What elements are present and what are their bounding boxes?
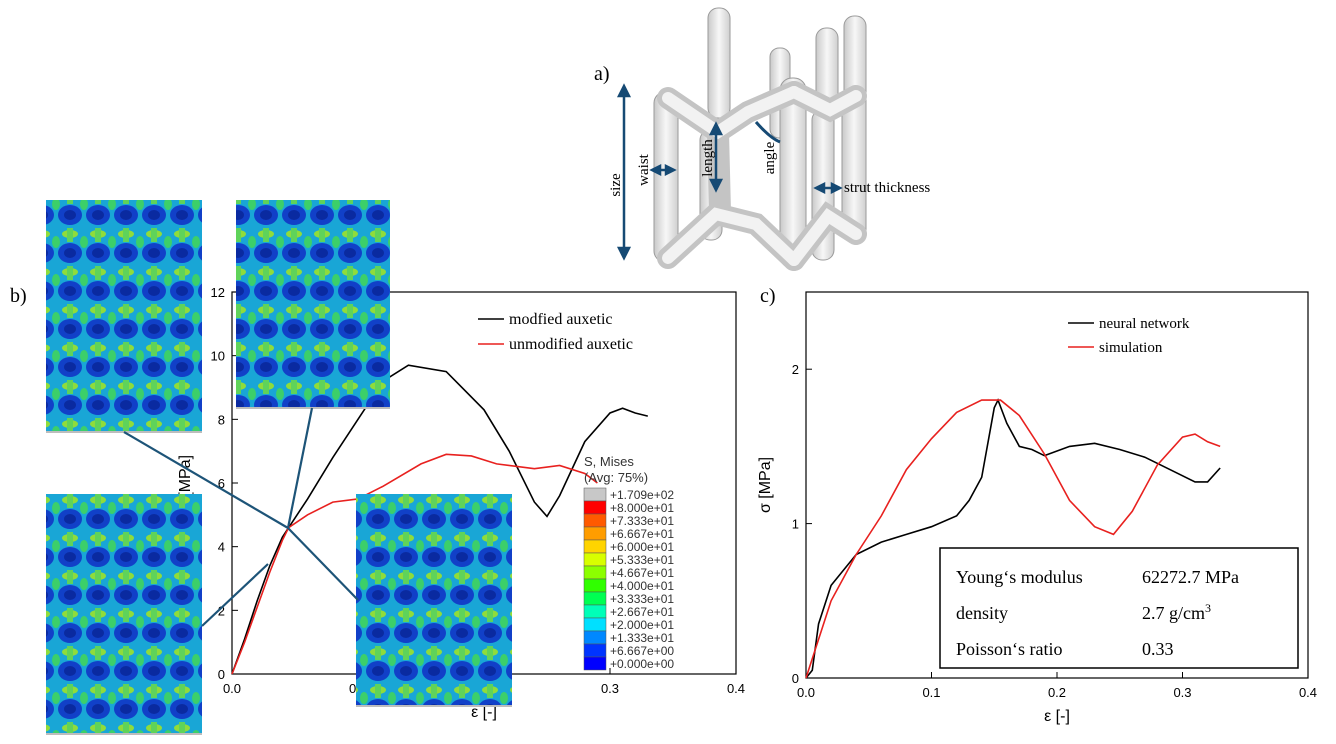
property-value-youngs: 62272.7 MPa <box>1142 567 1239 587</box>
fe-image-top-center <box>236 200 390 408</box>
legend-label: modfied auxetic <box>509 311 613 328</box>
strut-thickness-annotation: strut thickness <box>844 180 930 196</box>
colorbar-label: +1.709e+02 <box>610 488 674 502</box>
colorbar-swatch <box>583 513 607 528</box>
colorbar-label: +1.333e+01 <box>610 631 674 645</box>
colorbar-swatch <box>583 552 607 567</box>
colorbar-label: +6.000e+01 <box>610 540 674 554</box>
fe-image-bottom-center <box>356 494 512 706</box>
y-tick-label: 4 <box>218 540 225 555</box>
y-tick-label: 0 <box>218 667 225 682</box>
chart-c: 0.0 0.1 0.2 0.3 0.4 0 1 2 ε [-] σ [MPa] neural net… <box>757 291 1317 725</box>
colorbar-label: +8.000e+01 <box>610 501 674 515</box>
angle-annotation: angle <box>762 141 778 174</box>
y-tick-label: 2 <box>218 603 225 618</box>
colorbar-label: +4.667e+01 <box>610 566 674 580</box>
colorbar-swatch <box>583 487 607 502</box>
size-annotation: size <box>608 173 624 197</box>
panel-b-label: b) <box>10 285 27 307</box>
colorbar-label: +7.333e+01 <box>610 514 674 528</box>
colorbar-label: +2.667e+01 <box>610 605 674 619</box>
fe-image-top-left <box>46 200 202 432</box>
x-tick-label: 0.4 <box>727 681 745 696</box>
legend-label: simulation <box>1099 340 1163 356</box>
colorbar-swatch <box>583 617 607 632</box>
x-tick-label: 0.3 <box>601 681 619 696</box>
colorbar-swatch <box>583 604 607 619</box>
legend-label: neural network <box>1099 316 1190 332</box>
y-tick-label: 10 <box>211 349 225 364</box>
colorbar-label: +3.333e+01 <box>610 592 674 606</box>
colorbar-swatch <box>583 565 607 580</box>
panel-c-label: c) <box>760 285 776 307</box>
x-tick-label: 0.0 <box>223 681 241 696</box>
connector-lines <box>123 407 359 627</box>
colorbar-label: +6.667e+01 <box>610 527 674 541</box>
material-properties-table: Young‘s modulus 62272.7 MPa density 2.7 … <box>939 547 1299 669</box>
colorbar-swatch <box>583 539 607 554</box>
y-tick-label: 12 <box>211 285 225 300</box>
colorbar-swatch <box>583 630 607 645</box>
colorbar-swatch <box>583 656 607 671</box>
length-annotation: length <box>700 139 716 177</box>
fe-image-bottom-left <box>46 494 202 734</box>
y-tick-label: 0 <box>792 671 799 686</box>
x-tick-label: 0.2 <box>1048 685 1066 700</box>
stress-colorbar: S, Mises (Avg: 75%) +1.709e+02+8.000e+01… <box>583 454 674 671</box>
x-tick-label: 0.4 <box>1299 685 1317 700</box>
unit-cell-illustration: size waist length angle strut thickness <box>608 7 930 271</box>
property-value-poisson: 0.33 <box>1142 639 1174 659</box>
colorbar-swatch <box>583 526 607 541</box>
waist-annotation: waist <box>636 153 652 185</box>
legend-label: unmodified auxetic <box>509 336 633 353</box>
y-tick-label: 8 <box>218 412 225 427</box>
x-axis-label: ε [-] <box>471 704 497 721</box>
colorbar-subtitle: (Avg: 75%) <box>584 470 648 485</box>
colorbar-swatch <box>583 578 607 593</box>
colorbar-label: +2.000e+01 <box>610 618 674 632</box>
colorbar-title: S, Mises <box>584 454 634 469</box>
colorbar-label: +4.000e+01 <box>610 579 674 593</box>
x-axis-label: ε [-] <box>1044 708 1070 725</box>
colorbar-swatch <box>583 591 607 606</box>
y-tick-label: 1 <box>792 517 799 532</box>
colorbar-label: +6.667e+00 <box>610 644 674 658</box>
colorbar-swatch <box>583 500 607 515</box>
x-tick-label: 0.3 <box>1173 685 1191 700</box>
property-name-youngs: Young‘s modulus <box>956 567 1083 587</box>
series-line-simulation <box>805 399 1221 679</box>
property-name-poisson: Poisson‘s ratio <box>956 639 1063 659</box>
series-line-unmodified-auxetic <box>231 453 598 675</box>
x-tick-label: 0.0 <box>797 685 815 700</box>
y-axis-label: σ [MPa] <box>757 457 774 513</box>
y-tick-label: 2 <box>792 362 799 377</box>
colorbar-label: +5.333e+01 <box>610 553 674 567</box>
property-value-density: 2.7 g/cm3 <box>1142 601 1211 623</box>
property-name-density: density <box>956 603 1008 623</box>
fe-images <box>46 200 512 735</box>
x-tick-label: 0.1 <box>922 685 940 700</box>
colorbar-swatch <box>583 643 607 658</box>
series-line-modfied-auxetic <box>231 364 648 675</box>
colorbar-label: +0.000e+00 <box>610 657 674 671</box>
y-tick-label: 6 <box>218 476 225 491</box>
panel-a-label: a) <box>594 63 610 85</box>
